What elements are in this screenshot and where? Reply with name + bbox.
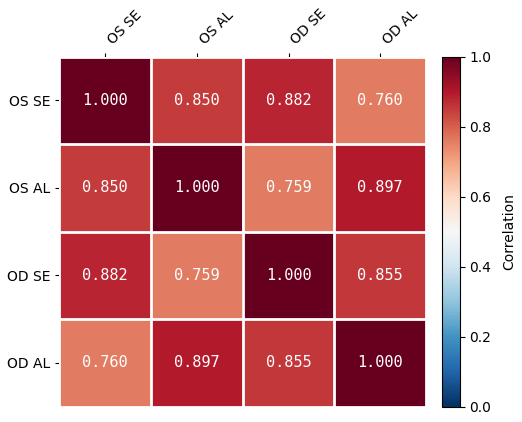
Text: 0.882: 0.882	[266, 93, 312, 108]
Text: 0.882: 0.882	[82, 268, 128, 283]
Text: 0.850: 0.850	[174, 93, 220, 108]
Text: 0.855: 0.855	[358, 268, 403, 283]
Text: 1.000: 1.000	[174, 180, 220, 195]
Text: 1.000: 1.000	[358, 355, 403, 371]
Text: 0.855: 0.855	[266, 355, 312, 371]
Text: 0.897: 0.897	[358, 180, 403, 195]
Text: 0.850: 0.850	[82, 180, 128, 195]
Text: 0.760: 0.760	[82, 355, 128, 371]
Text: 0.760: 0.760	[358, 93, 403, 108]
Text: 1.000: 1.000	[82, 93, 128, 108]
Text: 1.000: 1.000	[266, 268, 312, 283]
Y-axis label: Correlation: Correlation	[503, 193, 516, 270]
Text: 0.759: 0.759	[266, 180, 312, 195]
Text: 0.897: 0.897	[174, 355, 220, 371]
Text: 0.759: 0.759	[174, 268, 220, 283]
